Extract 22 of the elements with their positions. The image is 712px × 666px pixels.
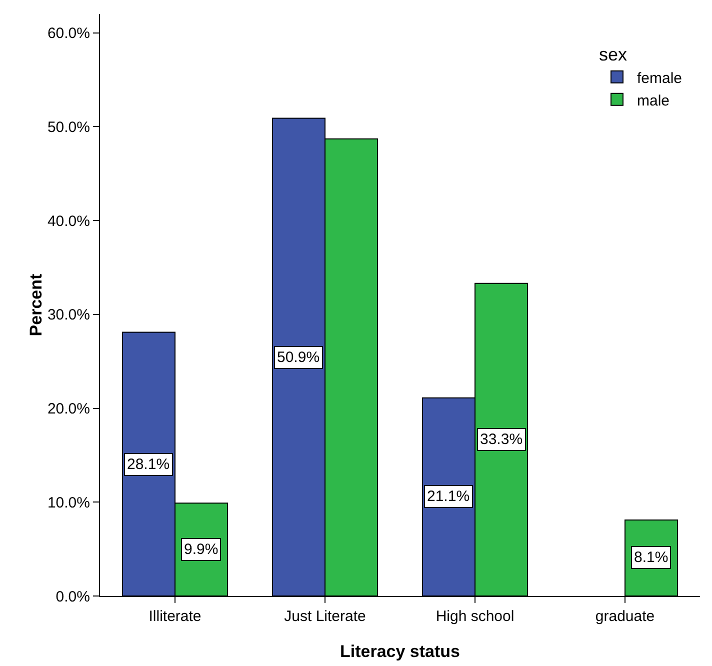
x-tick-label: Illiterate <box>148 608 202 625</box>
data-label: 28.1% <box>127 456 170 473</box>
y-axis-title: Percent <box>26 273 46 336</box>
x-tick-label: graduate <box>595 608 655 625</box>
data-label: 9.9% <box>184 541 218 558</box>
data-label: 21.1% <box>427 488 470 505</box>
y-tick-label: 50.0% <box>47 118 90 136</box>
y-tick-label: 60.0% <box>47 25 90 42</box>
y-tick-label: 10.0% <box>47 494 90 512</box>
x-axis-title: Literacy status <box>340 642 460 661</box>
data-label: 33.3% <box>480 431 523 448</box>
legend-title: sex <box>599 44 628 65</box>
legend-label: male <box>637 92 670 110</box>
data-label: 50.9% <box>277 349 320 366</box>
y-tick-label: 40.0% <box>47 212 90 230</box>
x-tick-label: High school <box>436 608 514 625</box>
y-tick-label: 20.0% <box>47 400 90 418</box>
data-label: 8.1% <box>634 549 668 566</box>
x-tick-label: Just Literate <box>284 608 366 625</box>
y-tick-label: 30.0% <box>47 306 90 324</box>
legend-label: female <box>637 70 682 87</box>
y-tick-label: 0.0% <box>56 588 90 606</box>
